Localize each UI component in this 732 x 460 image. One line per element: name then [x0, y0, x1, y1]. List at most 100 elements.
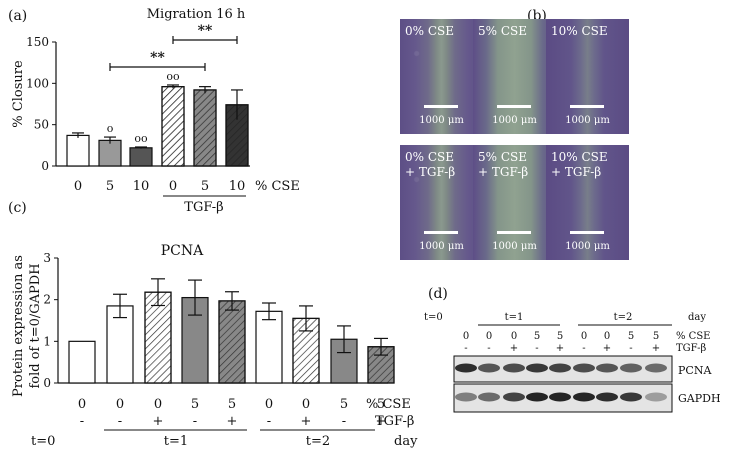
blot-tgf-value: +	[510, 343, 518, 354]
tgf-tick-label: -	[80, 414, 84, 429]
scale-bar	[570, 105, 604, 108]
migration-significance: ** **	[109, 23, 238, 71]
blot-cse-value: 0	[486, 331, 492, 342]
blot-cse-value: 0	[463, 331, 469, 342]
cse-tick-label: 5	[191, 397, 199, 412]
blot-tgf-value: -	[487, 343, 490, 354]
pcna-band	[478, 363, 500, 373]
tgf-tick-label: -	[342, 414, 346, 429]
tgf-tick-label: -	[267, 414, 271, 429]
x-tick-label: 10	[229, 179, 246, 194]
micrograph-0-cse-tgf: 0% CSE + TGF-β 1000 μm	[400, 145, 483, 260]
blot-t0-label: t=0	[424, 312, 443, 323]
bar	[255, 310, 283, 384]
pcna-tgf-row-label: TGF-β	[375, 414, 414, 429]
blot-tgf-value: -	[535, 343, 538, 354]
pcna-cse-row-label: % CSE	[366, 397, 411, 412]
tgf-group-label: TGF-β	[184, 200, 223, 215]
gapdh-band	[549, 392, 571, 402]
bar-hatch	[292, 317, 320, 384]
blot-cse-value: 5	[557, 331, 563, 342]
tgf-tick-label: +	[227, 414, 238, 429]
blot-cse-value: 5	[628, 331, 634, 342]
cse-tick-label: 0	[154, 397, 162, 412]
significance-label: **	[198, 23, 213, 39]
scale-bar	[570, 231, 604, 234]
migration-x-tick-labels: 0 5 10 0 5 10	[74, 179, 245, 194]
panel-label-d: (d)	[428, 286, 448, 302]
blot-cse-value: 0	[511, 331, 517, 342]
bar	[66, 134, 90, 167]
blot-tgf-value: -	[582, 343, 585, 354]
blot-tgf-value: +	[556, 343, 564, 354]
tgf-tick-label: -	[193, 414, 197, 429]
blot-day-label: day	[688, 312, 706, 323]
micrograph-5-cse: 5% CSE 1000 μm	[473, 19, 556, 134]
panel-label-c: (c)	[8, 200, 27, 216]
migration-y-axis: 0 50 100 150	[26, 35, 250, 173]
blot-cse-value: 5	[534, 331, 540, 342]
pcna-band	[645, 363, 667, 373]
blot-cse-value: 0	[604, 331, 610, 342]
pcna-y-axis-label-line1: Protein expression as	[11, 255, 26, 397]
pcna-band	[455, 363, 477, 373]
cse-tick-label: 5	[377, 397, 385, 412]
bar-hatch	[144, 291, 172, 384]
t1-label: t=1	[164, 434, 188, 449]
blot-cse-row-label: % CSE	[676, 331, 710, 342]
pcna-band	[620, 363, 642, 373]
blot-pcna-label: PCNA	[678, 364, 712, 377]
blot-tgf-value: -	[629, 343, 632, 354]
y-tick-label: 3	[43, 251, 51, 265]
gapdh-band	[645, 392, 667, 402]
pcna-band	[596, 363, 618, 373]
micrograph-label: 5% CSE + TGF-β	[478, 150, 529, 179]
y-tick-label: 0	[41, 159, 49, 173]
micrograph-10-cse-tgf: 10% CSE + TGF-β 1000 μm	[546, 145, 629, 260]
bar	[129, 147, 153, 167]
migration-y-axis-label: % Closure	[11, 60, 26, 128]
micrograph-label: 10% CSE	[551, 24, 608, 38]
scale-bar	[497, 105, 531, 108]
scale-label: 1000 μm	[565, 115, 610, 126]
pcna-band	[526, 363, 548, 373]
gapdh-band-strip	[453, 383, 673, 413]
y-tick-label: 1	[43, 334, 51, 348]
stat-marker: oo	[166, 70, 180, 83]
bar-hatch	[161, 86, 185, 167]
bar-hatch	[193, 89, 217, 167]
gapdh-band	[526, 392, 548, 402]
x-tick-label: 5	[201, 179, 209, 194]
gapdh-band	[478, 392, 500, 402]
micrograph-0-cse: 0% CSE 1000 μm	[400, 19, 483, 134]
pcna-bars	[68, 278, 395, 384]
cse-tick-label: 0	[265, 397, 273, 412]
western-blot: t=0 t=1 t=2 day 0 0 0 5 5 0 0 5 5 - - + - + - + - + % CS…	[424, 312, 721, 413]
blot-cse-value: 5	[653, 331, 659, 342]
gapdh-band	[620, 392, 642, 402]
pcna-band	[549, 363, 571, 373]
micrograph-5-cse-tgf: 5% CSE + TGF-β 1000 μm	[473, 145, 556, 260]
cse-tick-label: 0	[78, 397, 86, 412]
micrograph-label: 10% CSE + TGF-β	[551, 150, 608, 179]
stat-marker: oo	[134, 132, 148, 145]
pcna-x-tick-labels: 0 - 0 - 0 +5 - 5 +0 - 0 +5 - 5 +	[78, 397, 387, 429]
gapdh-band	[503, 392, 525, 402]
cse-tick-label: 5	[228, 397, 236, 412]
tgf-tick-label: +	[301, 414, 312, 429]
scale-bar	[497, 231, 531, 234]
blot-tgf-value: +	[603, 343, 611, 354]
bar	[68, 340, 96, 384]
micrograph-label: 0% CSE + TGF-β	[405, 150, 456, 179]
t2-label: t=2	[306, 434, 330, 449]
scale-label: 1000 μm	[419, 115, 464, 126]
pcna-chart: PCNA Protein expression as fold of t=0/G…	[11, 243, 418, 449]
blot-t1-label: t=1	[505, 312, 524, 323]
blot-tgf-value: +	[652, 343, 660, 354]
bar	[98, 139, 122, 167]
blot-tgf-row: - - + - + - + - +	[464, 343, 660, 354]
tgf-tick-label: -	[118, 414, 122, 429]
bar-hatch	[218, 300, 246, 384]
tgf-tick-label: +	[153, 414, 164, 429]
micrograph-10-cse: 10% CSE 1000 μm	[546, 19, 629, 134]
